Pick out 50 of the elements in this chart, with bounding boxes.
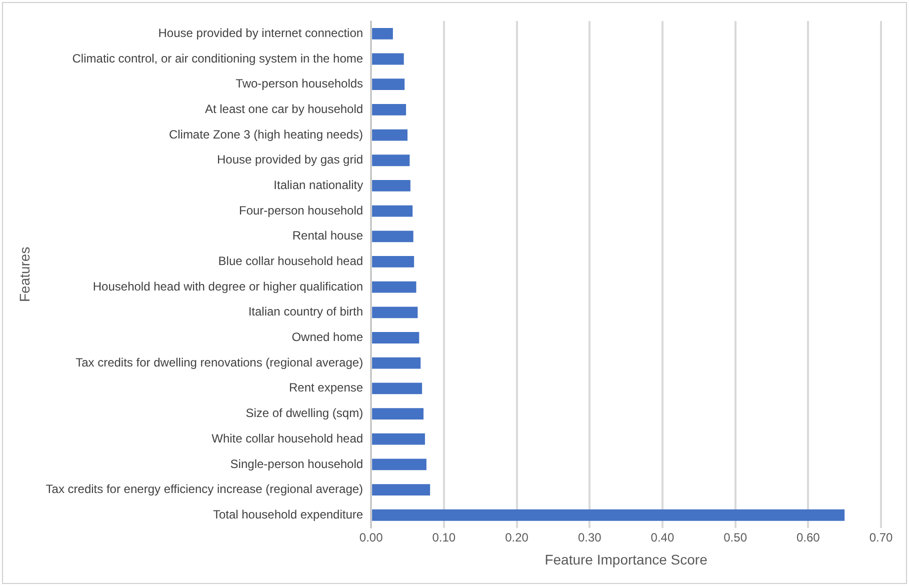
y-tick-label: Rental house [292, 228, 364, 243]
x-axis-title: Feature Importance Score [544, 551, 708, 568]
bar [372, 357, 421, 369]
x-tick-label: 0.70 [869, 530, 893, 544]
y-tick-label: Tax credits for energy efficiency increase (regional average) [46, 482, 364, 496]
x-tick-label: 0.60 [796, 530, 820, 544]
y-tick-label: Blue collar household head [218, 254, 364, 268]
y-tick-label: Climate Zone 3 (high heating needs) [168, 127, 364, 142]
bar [372, 484, 430, 496]
bar [372, 509, 845, 521]
y-tick-label: Household head with degree or higher qualification [92, 279, 364, 294]
x-tick-label: 0.30 [578, 530, 602, 544]
x-tick-label: 0.50 [724, 530, 748, 544]
bar [372, 408, 424, 420]
y-tick-label: Two-person households [236, 76, 364, 91]
bar [372, 205, 413, 217]
y-axis-title: Features [16, 246, 32, 302]
y-tick-label: House provided by internet connection [158, 26, 364, 40]
bar [372, 306, 418, 318]
bar [372, 458, 426, 470]
y-tick-label: Italian nationality [274, 178, 364, 192]
x-tick-label: 0.00 [359, 530, 384, 544]
y-tick-label: Climatic control, or air conditioning system in the home [72, 51, 364, 66]
bar [372, 129, 408, 141]
y-tick-label: White collar household head [212, 431, 364, 446]
bar [372, 230, 414, 242]
y-tick-label: House provided by gas grid [216, 152, 364, 167]
bar [372, 28, 393, 40]
y-tick-label: Rent expense [289, 380, 364, 395]
y-tick-label: Italian country of birth [248, 304, 364, 319]
bar [372, 78, 405, 90]
y-tick-label: Four-person household [238, 203, 364, 218]
bar [372, 433, 425, 445]
bar [372, 180, 410, 192]
bar [372, 332, 420, 344]
x-tick-label: 0.20 [505, 530, 529, 544]
y-tick-label: Single-person household [230, 456, 364, 471]
y-tick-label: Tax credits for dwelling renovations (regional average) [76, 355, 364, 370]
bar [372, 53, 404, 65]
bar [372, 382, 422, 394]
y-tick-label: Size of dwelling (sqm) [246, 406, 364, 420]
y-tick-label: Total household expenditure [212, 507, 364, 522]
bar [372, 104, 406, 116]
y-tick-label: Owned home [292, 330, 364, 344]
bar [372, 281, 416, 293]
x-tick-label: 0.40 [650, 530, 674, 544]
bar [372, 256, 414, 268]
bar [372, 154, 410, 166]
x-tick-label: 0.10 [432, 530, 456, 544]
y-tick-label: At least one car by household [204, 102, 364, 116]
